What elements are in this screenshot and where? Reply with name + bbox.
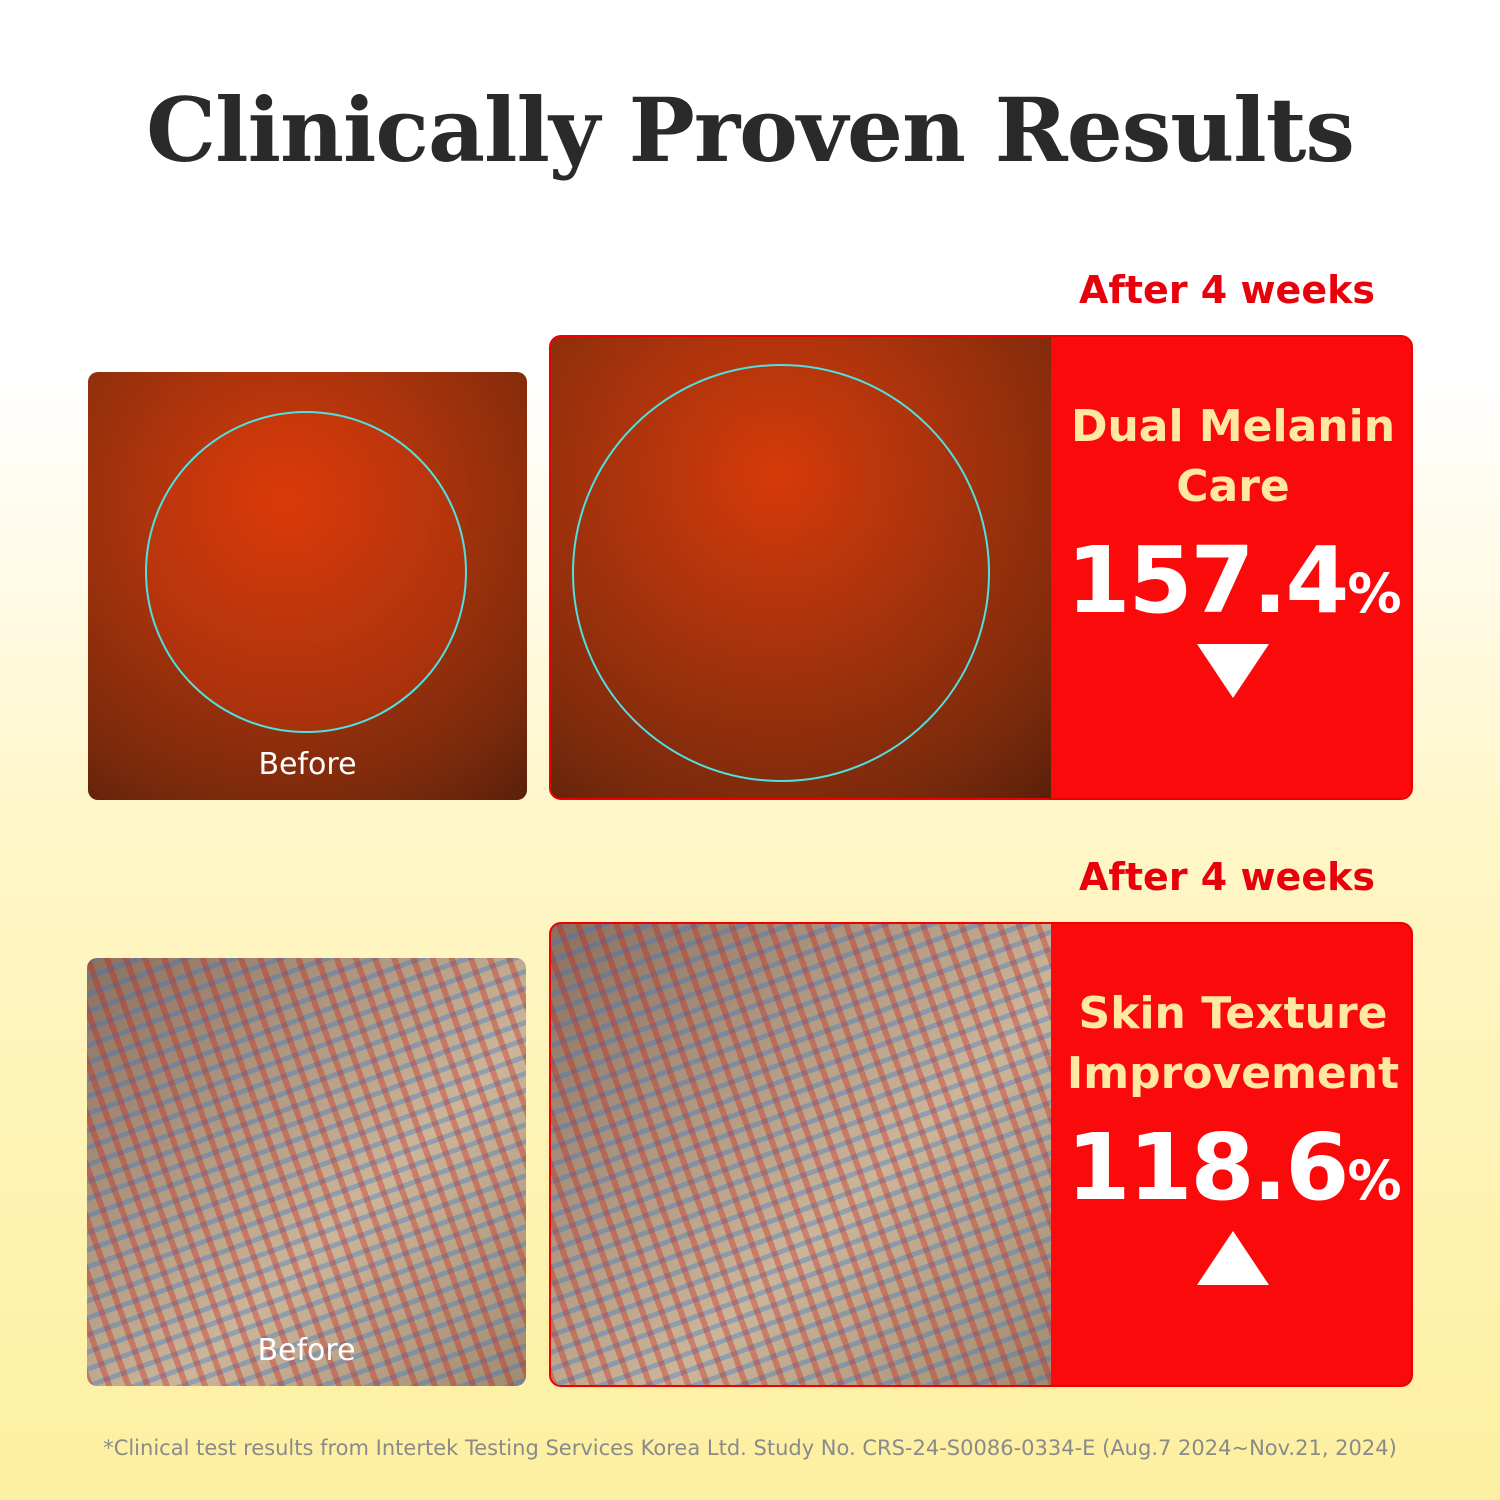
before-image-texture: Before bbox=[87, 958, 526, 1386]
analysis-circle bbox=[572, 364, 990, 782]
result-card-texture: Skin Texture Improvement 118.6% bbox=[549, 922, 1413, 1387]
metric-value: 118.6 bbox=[1066, 1114, 1349, 1221]
metric-line2: Care bbox=[1176, 461, 1290, 512]
result-card-melanin: Dual Melanin Care 157.4% bbox=[549, 335, 1413, 800]
footnote: *Clinical test results from Intertek Tes… bbox=[103, 1436, 1397, 1460]
metric-unit: % bbox=[1347, 562, 1401, 625]
analysis-circle bbox=[145, 411, 467, 733]
metric-line1: Dual Melanin bbox=[1070, 401, 1396, 452]
before-label: Before bbox=[257, 1333, 356, 1368]
after-label: After 4 weeks bbox=[1078, 268, 1375, 312]
after-image-melanin bbox=[551, 337, 1051, 798]
before-label: Before bbox=[258, 747, 357, 782]
page-title: Clinically Proven Results bbox=[146, 78, 1355, 182]
metric-line2: Improvement bbox=[1066, 1048, 1400, 1099]
after-label: After 4 weeks bbox=[1078, 855, 1375, 899]
result-panel: Skin Texture Improvement 118.6% bbox=[1051, 924, 1411, 1385]
arrow-down-icon bbox=[1197, 644, 1269, 698]
result-panel: Dual Melanin Care 157.4% bbox=[1051, 337, 1411, 798]
metric-unit: % bbox=[1347, 1149, 1401, 1212]
metric-value: 157.4 bbox=[1066, 527, 1349, 634]
metric-line1: Skin Texture bbox=[1078, 988, 1388, 1039]
arrow-up-icon bbox=[1197, 1231, 1269, 1285]
before-image-melanin: Before bbox=[88, 372, 527, 800]
after-image-texture bbox=[551, 924, 1051, 1385]
